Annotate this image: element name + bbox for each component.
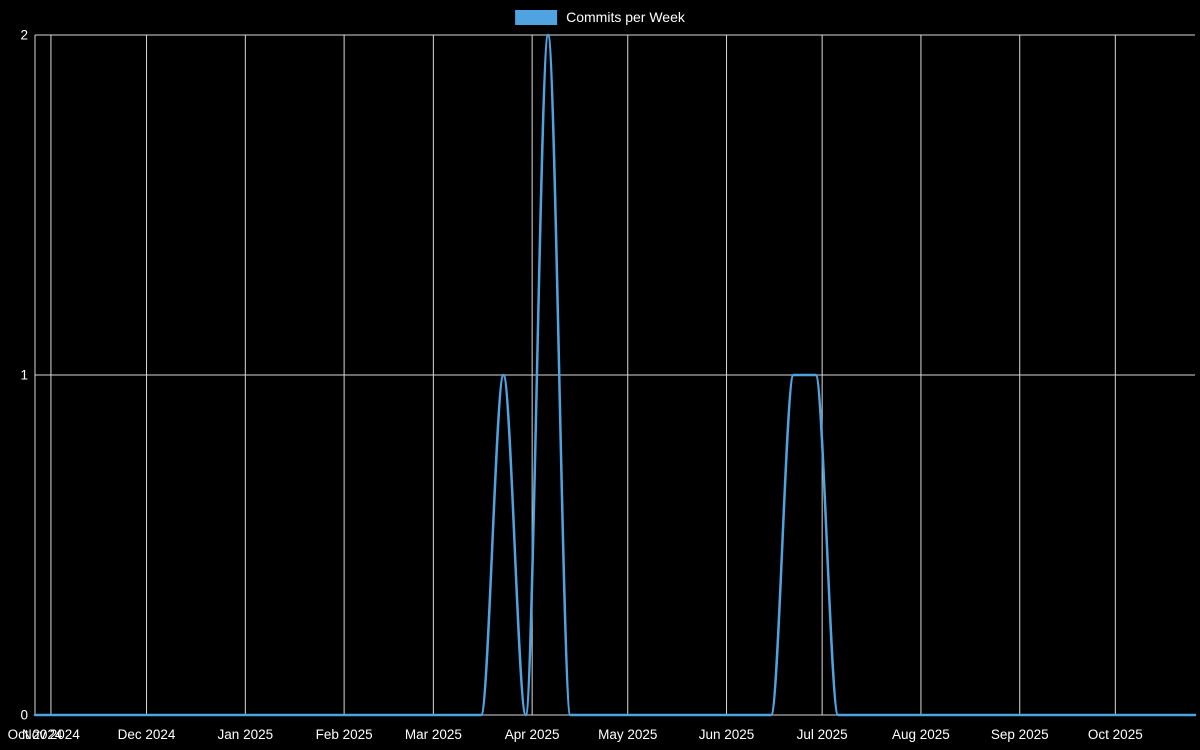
- y-gridlines: [35, 34, 1195, 716]
- y-tick-label: 1: [20, 368, 28, 383]
- legend-label: Commits per Week: [566, 9, 685, 25]
- x-tick-label: Jul 2025: [797, 727, 848, 742]
- x-tick-label: Dec 2024: [118, 727, 176, 742]
- x-tick-label: Mar 2025: [405, 727, 462, 742]
- x-tick-label: Jan 2025: [218, 727, 274, 742]
- x-tick-label: Feb 2025: [316, 727, 373, 742]
- x-tick-label: Nov 2024: [22, 727, 80, 742]
- x-tick-label: Sep 2025: [991, 727, 1049, 742]
- x-gridlines: [34, 35, 1116, 715]
- x-tick-label: Aug 2025: [892, 727, 950, 742]
- legend: Commits per Week: [515, 8, 685, 26]
- commits-line-series: [33, 33, 1197, 717]
- y-tick-label: 0: [20, 708, 28, 723]
- x-tick-label: May 2025: [598, 727, 657, 742]
- y-axis-tick-labels: 0 1 2: [20, 28, 28, 723]
- x-tick-label: Apr 2025: [505, 727, 560, 742]
- y-tick-label: 2: [20, 28, 28, 43]
- x-tick-label: Jun 2025: [699, 727, 755, 742]
- x-tick-label: Oct 2025: [1088, 727, 1143, 742]
- x-tick-label: Oct 2024: [8, 727, 63, 742]
- legend-swatch: [515, 9, 558, 25]
